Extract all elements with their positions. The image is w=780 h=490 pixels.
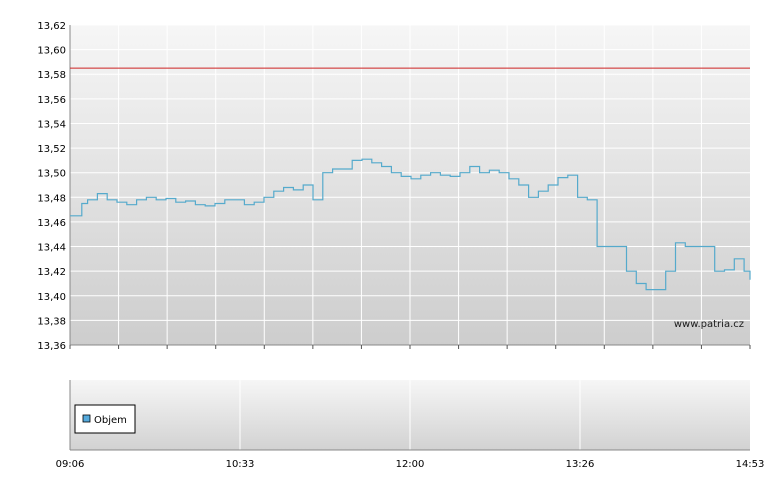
y-tick-label: 13,48 (37, 193, 66, 204)
y-tick-label: 13,52 (37, 144, 66, 155)
watermark-text: www.patria.cz (674, 319, 744, 330)
y-tick-label: 13,56 (37, 95, 66, 106)
volume-legend: Objem (74, 404, 136, 434)
y-tick-label: 13,42 (37, 267, 66, 278)
volume-x-axis: 09:06 10:33 12:00 13:26 14:53 (56, 459, 765, 470)
series-line-price (70, 158, 751, 291)
price-grid (69, 24, 750, 346)
y-tick-label: 13,62 (37, 21, 66, 32)
y-tick-label: 13,46 (37, 218, 66, 229)
x-tick-label: 14:53 (736, 459, 765, 470)
price-y-axis: 13,36 13,38 13,40 13,42 13,44 13,46 13,48 13,50… (37, 21, 66, 352)
x-tick-label: 12:00 (396, 459, 425, 470)
price-x-axis-ticks (69, 345, 751, 349)
legend-label-objem: Objem (94, 415, 127, 426)
legend-swatch-objem (82, 414, 91, 423)
y-tick-label: 13,36 (37, 341, 66, 352)
y-tick-label: 13,60 (37, 46, 66, 57)
y-tick-label: 13,44 (37, 243, 66, 254)
volume-grid (69, 380, 750, 451)
y-tick-label: 13,50 (37, 169, 66, 180)
x-tick-label: 09:06 (56, 459, 85, 470)
y-tick-label: 13,58 (37, 70, 66, 81)
y-tick-label: 13,54 (37, 119, 66, 130)
x-tick-label: 13:26 (566, 459, 595, 470)
y-tick-label: 13,38 (37, 316, 66, 327)
y-tick-label: 13,40 (37, 292, 66, 303)
x-tick-label: 10:33 (226, 459, 255, 470)
